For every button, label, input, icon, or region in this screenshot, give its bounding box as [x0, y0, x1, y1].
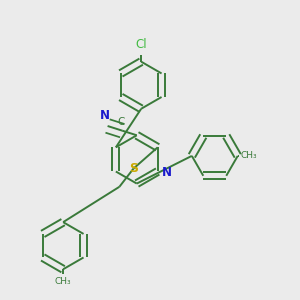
Text: CH₃: CH₃	[240, 152, 257, 160]
Text: N: N	[162, 167, 172, 179]
Text: Cl: Cl	[135, 38, 147, 51]
Text: N: N	[100, 110, 110, 122]
Text: C: C	[117, 117, 125, 127]
Text: S: S	[129, 162, 138, 175]
Text: CH₃: CH₃	[55, 278, 71, 286]
